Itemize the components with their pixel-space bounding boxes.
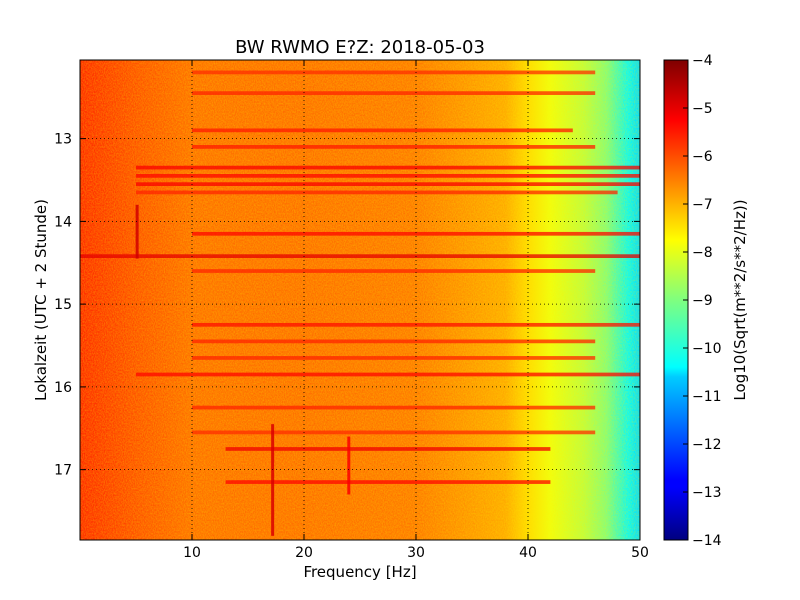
- colorbar-tick-label: −10: [692, 341, 722, 357]
- x-tick-label: 10: [183, 545, 201, 561]
- x-tick-label: 30: [407, 545, 425, 561]
- spectrogram-band: [192, 128, 573, 133]
- colorbar-tick-label: −6: [692, 149, 713, 165]
- colorbar-tick-label: −14: [692, 533, 722, 549]
- plot-frame: [79, 59, 641, 541]
- spectrogram-band: [136, 372, 640, 377]
- spectrogram-texture: [80, 60, 640, 540]
- spectrogram-band: [192, 269, 596, 273]
- spectrogram-band: [192, 339, 596, 344]
- x-tick-label: 40: [519, 545, 537, 561]
- colorbar-tick-label: −8: [692, 245, 713, 261]
- chart-title: BW RWMO E?Z: 2018-05-03: [235, 37, 485, 58]
- x-axis: 10 20 30 40 50: [183, 60, 649, 561]
- spectrogram-band: [192, 91, 596, 95]
- colorbar-tick-label: −4: [692, 53, 713, 69]
- colorbar-tick-label: −13: [692, 485, 722, 501]
- spectrogram-band: [136, 165, 640, 170]
- grid-layer: [80, 60, 640, 540]
- spectrogram-band: [192, 70, 596, 75]
- plot-area: [80, 60, 640, 540]
- spectrogram-band: [136, 190, 618, 195]
- x-tick-label: 50: [631, 545, 649, 561]
- y-axis: 13 14 15 16 17: [54, 132, 640, 479]
- spectrogram-band: [80, 254, 640, 258]
- y-tick-label: 17: [54, 463, 72, 479]
- colorbar: −4 −5 −6 −7 −8 −9 −10 −11 −12 −13 −14 Log10(Sqrt(m…: [663, 53, 749, 549]
- spectrogram-band: [192, 231, 640, 236]
- spectrogram-event: [135, 204, 139, 259]
- spectrogram-band: [192, 145, 596, 149]
- colorbar-ticks: −4 −5 −6 −7 −8 −9 −10 −11 −12 −13 −14: [683, 53, 722, 549]
- y-axis-label: Lokalzeit (UTC + 2 Stunde): [32, 199, 50, 401]
- spectrogram-band: [192, 356, 596, 360]
- x-axis-label: Frequency [Hz]: [303, 563, 416, 581]
- colorbar-tick-label: −11: [692, 389, 722, 405]
- spectrogram-band: [192, 405, 596, 410]
- spectrogram-event: [347, 436, 351, 495]
- spectrogram-band: [136, 182, 640, 186]
- spectrogram-band: [225, 447, 551, 451]
- spectrogram-band: [192, 430, 596, 435]
- y-tick-label: 14: [54, 214, 72, 230]
- x-tick-label: 20: [295, 545, 313, 561]
- event-layer: [135, 204, 351, 536]
- y-tick-label: 13: [54, 132, 72, 148]
- colorbar-tick-label: −9: [692, 293, 713, 309]
- y-tick-label: 16: [54, 380, 72, 396]
- colorbar-label: Log10(Sqrt(m**2/s**2/Hz)): [731, 199, 749, 400]
- colorbar-tick-label: −12: [692, 437, 722, 453]
- spectrogram-event: [271, 424, 275, 536]
- y-tick-label: 15: [54, 297, 72, 313]
- colorbar-tick-label: −7: [692, 197, 713, 213]
- colorbar-tick-label: −5: [692, 101, 713, 117]
- spectrogram-band: [225, 480, 551, 484]
- spectrogram-band: [136, 174, 640, 178]
